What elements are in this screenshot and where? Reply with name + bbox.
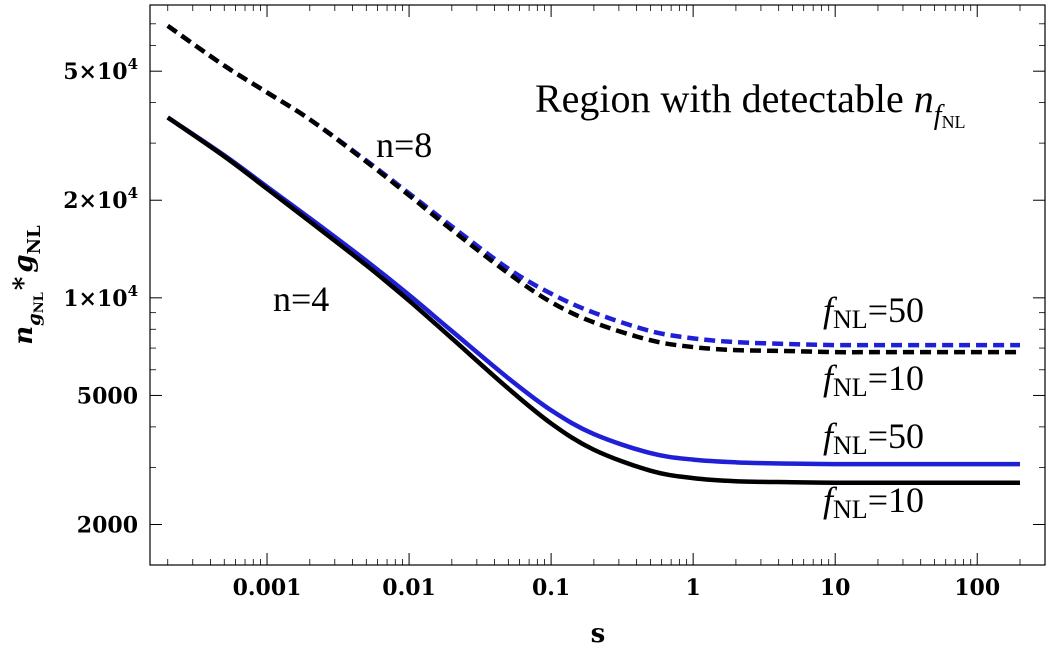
x-tick-label: 10 [820, 575, 851, 601]
x-tick-label: 100 [954, 575, 1000, 601]
y-tick-label: 2×104 [63, 184, 138, 214]
x-tick-label: 0.001 [233, 575, 302, 601]
x-tick-label: 0.01 [382, 575, 436, 601]
region-annotation: Region with detectable nfNL [535, 76, 966, 132]
x-axis-label: s [591, 619, 606, 649]
fnl10-upper-label: fNL=10 [823, 358, 924, 402]
series-line-n4_f10 [166, 115, 1020, 486]
series-line-n4_f50 [166, 115, 1020, 467]
x-tick-label: 0.1 [532, 575, 570, 601]
y-tick-label: 5000 [77, 383, 138, 409]
fnl50-lower-label: fNL=50 [823, 416, 924, 460]
y-axis-label: ngNL*gNL [9, 225, 47, 345]
y-tick-label: 2000 [77, 512, 138, 538]
plot-frame [149, 4, 1046, 566]
n8-label: n=8 [376, 125, 432, 165]
fnl50-upper-label: fNL=50 [823, 290, 924, 334]
y-tick-label: 1×104 [63, 282, 138, 312]
ticks: 0.001 0.01 0.1 1 10 100 2000 5000 1×104 2×104 5×10… [63, 5, 1045, 601]
fnl10-lower-label: fNL=10 [823, 480, 924, 524]
series [166, 23, 1020, 486]
x-tick-label: 1 [685, 575, 700, 601]
series-line-n8_f10 [166, 23, 1020, 355]
n4-label: n=4 [273, 279, 329, 319]
y-tick-label: 5×104 [63, 55, 138, 85]
